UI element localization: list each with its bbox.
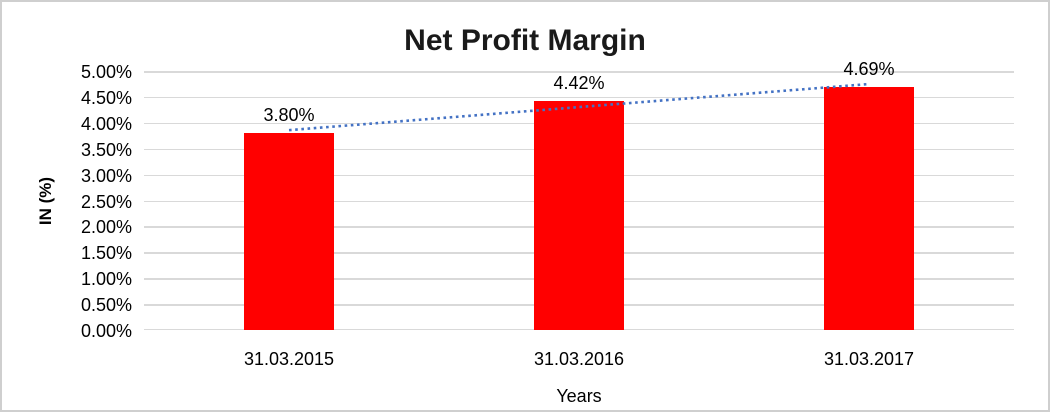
- y-tick-label: 4.00%: [80, 113, 132, 134]
- x-tick-label: 31.03.2015: [243, 349, 335, 369]
- chart-title: Net Profit Margin: [404, 24, 646, 57]
- gridline: [144, 96, 1014, 99]
- y-tick-label: 0.00%: [80, 321, 132, 341]
- y-tick-label: 5.00%: [80, 62, 132, 82]
- y-tick-label: 3.00%: [80, 165, 132, 186]
- y-tick-label: 4.50%: [80, 87, 132, 108]
- y-tick-label: 1.50%: [80, 243, 132, 264]
- bar-data-label: 3.80%: [263, 105, 315, 126]
- bar: [534, 101, 624, 330]
- y-tick-label: 0.50%: [80, 295, 132, 316]
- bar-data-label: 4.69%: [843, 59, 895, 80]
- y-tick-label: 1.00%: [80, 269, 132, 290]
- y-tick-label: 2.50%: [80, 191, 132, 212]
- bar-data-label: 4.42%: [553, 73, 605, 94]
- x-tick-label: 31.03.2017: [823, 349, 915, 369]
- trendline-layer: [288, 82, 870, 132]
- bar: [824, 87, 914, 330]
- trendline: [288, 82, 870, 132]
- gridline: [144, 71, 1014, 73]
- x-tick-label: 31.03.2016: [533, 349, 625, 369]
- plot-area: [144, 71, 1014, 330]
- x-axis-title: Years: [556, 386, 602, 406]
- y-tick-label: 2.00%: [80, 217, 132, 238]
- bar: [244, 133, 334, 330]
- y-tick-label: 3.50%: [80, 139, 132, 160]
